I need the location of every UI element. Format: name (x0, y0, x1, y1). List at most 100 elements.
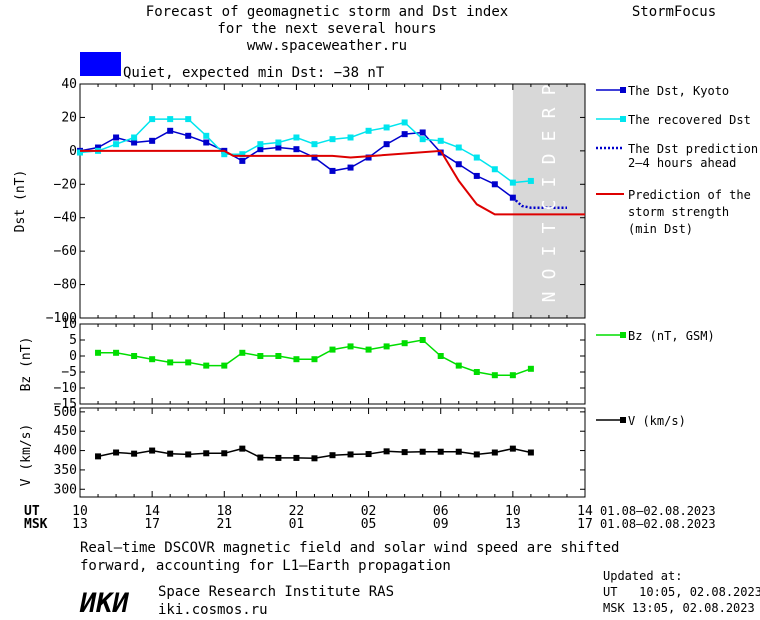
footer-note-line1: Real–time DSCOVR magnetic field and sola… (80, 540, 619, 556)
ut-tick-label: 22 (289, 504, 305, 519)
y-tick-label: 10 (61, 317, 77, 332)
data-point (455, 144, 462, 151)
legend-storm-l3: (min Dst) (628, 222, 693, 236)
data-point (149, 447, 156, 454)
data-point (113, 349, 120, 356)
brand-name: StormFocus (632, 4, 716, 20)
prediction-letter: O (539, 269, 560, 280)
ut-label: UT (24, 504, 40, 519)
series-line (512, 196, 567, 209)
data-point (77, 149, 83, 156)
y-tick-label: 20 (61, 110, 77, 125)
data-point (185, 359, 192, 366)
legend-storm-l1: Prediction of the (628, 188, 751, 202)
data-point (113, 134, 120, 141)
msk-tick-label: 17 (577, 517, 593, 532)
time-axis: UT MSK 01.08–02.08.2023 01.08–02.08.2023… (24, 504, 716, 532)
legend-v: V (km/s) (628, 414, 686, 428)
data-point (509, 445, 516, 452)
data-point (311, 141, 318, 148)
data-point (95, 144, 102, 151)
legend-dst-kyoto: The Dst, Kyoto (628, 84, 729, 98)
data-point (329, 452, 336, 459)
data-point (131, 134, 138, 141)
data-point (473, 369, 480, 375)
ut-date-range: 01.08–02.08.2023 (600, 504, 716, 518)
data-point (509, 372, 516, 379)
ut-tick-label: 02 (361, 504, 377, 519)
data-point (95, 349, 102, 356)
y-tick-label: 0 (69, 349, 77, 364)
data-point (365, 127, 372, 134)
data-point (365, 154, 372, 161)
data-point (203, 132, 210, 139)
prediction-label: P R E D I CT I O N (539, 84, 560, 302)
data-point (437, 448, 444, 455)
data-point (239, 157, 246, 164)
y-tick-label: 400 (54, 444, 77, 459)
msk-tick-label: 05 (361, 517, 377, 532)
chart-title-line2: for the next several hours (217, 21, 436, 37)
prediction-letter: R (539, 107, 560, 118)
prediction-letter: C (539, 200, 560, 211)
y-tick-label: −5 (61, 365, 77, 380)
institute-site: iki.cosmos.ru (158, 602, 268, 618)
updated-msk: MSK 13:05, 02.08.2023 (603, 601, 755, 615)
data-point (113, 141, 120, 148)
data-point (167, 359, 174, 366)
prediction-letter: P (539, 84, 560, 95)
data-point (401, 119, 408, 126)
updated-ut: UT 10:05, 02.08.2023 (603, 585, 760, 599)
data-point (185, 132, 192, 139)
data-point (239, 445, 246, 452)
data-point (473, 172, 480, 179)
bz-axis-label: Bz (nT) (19, 337, 34, 392)
data-point (275, 144, 282, 151)
data-point (311, 455, 318, 462)
ut-tick-label: 10 (72, 504, 88, 519)
data-point (239, 349, 246, 356)
data-point (401, 340, 408, 347)
data-point (167, 450, 174, 457)
msk-tick-label: 01 (289, 517, 305, 532)
legend-storm-l2: storm strength (628, 205, 729, 219)
msk-tick-label: 09 (433, 517, 449, 532)
chart-title-line1: Forecast of geomagnetic storm and Dst in… (146, 4, 508, 20)
msk-tick-label: 13 (72, 517, 88, 532)
data-point (203, 139, 210, 146)
y-tick-label: 450 (54, 424, 77, 439)
status-text: Quiet, expected min Dst: −38 nT (123, 65, 385, 81)
data-point (365, 346, 372, 353)
data-point (491, 372, 498, 379)
data-point (329, 167, 336, 174)
prediction-letter: D (539, 154, 560, 165)
data-point (257, 146, 264, 153)
data-point (167, 127, 174, 134)
msk-tick-label: 21 (216, 517, 232, 532)
footer-note-line2: forward, accounting for L1–Earth propaga… (80, 558, 451, 574)
data-point (275, 139, 282, 146)
data-point (419, 448, 426, 455)
legend-dst-prediction-l2: 2–4 hours ahead (628, 156, 736, 170)
data-point (239, 151, 246, 158)
data-point (221, 151, 228, 158)
data-point (383, 448, 390, 455)
data-point (131, 139, 138, 146)
data-point (329, 346, 336, 353)
data-point (167, 116, 174, 123)
data-point (221, 450, 228, 457)
msk-tick-label: 17 (144, 517, 160, 532)
legend: The Dst, Kyoto The recovered Dst The Dst… (596, 84, 758, 428)
dst-panel: 40 20 0 −20 −40 −60 −80 −100 (46, 77, 586, 326)
prediction-letter: I (539, 177, 560, 188)
y-tick-label: −100 (46, 311, 77, 326)
data-point (149, 356, 156, 363)
data-point (329, 136, 336, 143)
data-point (131, 353, 138, 359)
y-tick-label: −10 (54, 381, 77, 396)
msk-date-range: 01.08–02.08.2023 (600, 517, 716, 531)
data-point (293, 134, 300, 141)
data-point (419, 136, 426, 143)
